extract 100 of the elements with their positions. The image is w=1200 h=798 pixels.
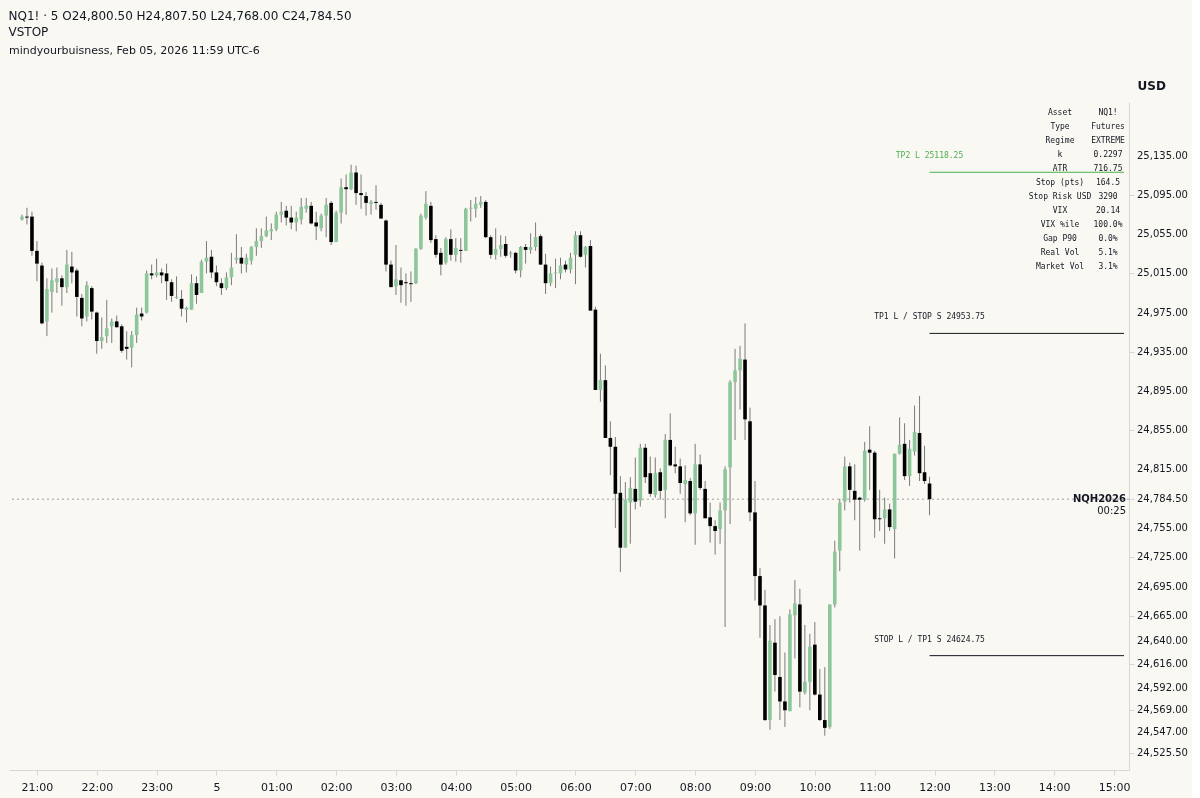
y-tick-label: 24,895.00 — [1137, 384, 1188, 396]
x-tick-label: 04:00 — [440, 780, 473, 794]
annotation: Asset — [1047, 108, 1073, 117]
y-tick-label: 25,015.00 — [1137, 267, 1188, 279]
annotation: Real Vol — [1040, 248, 1080, 257]
candlestick — [458, 237, 463, 264]
text: mindyourbuisness, Feb 05, 2026 11:59 UTC-6 — [9, 44, 260, 57]
y-tick-label: 24,640.00 — [1137, 634, 1188, 646]
candlestick — [104, 299, 109, 344]
x-tick-label: 23:00 — [141, 780, 173, 794]
y-tick-label: 24,592.00 — [1137, 681, 1188, 693]
y-tick-label: 25,055.00 — [1137, 228, 1188, 240]
x-tick-label: 01:00 — [260, 780, 293, 794]
candlestick — [718, 502, 722, 545]
annotation: 3290 — [1098, 192, 1118, 201]
annotation: NQ1! — [1098, 108, 1118, 117]
x-tick-label: 14:00 — [1038, 780, 1071, 794]
ref-line-label: STOP L / TP1 S 24624.75 — [874, 634, 986, 644]
candlestick — [389, 260, 393, 288]
y-tick-label: 24,695.00 — [1137, 580, 1188, 592]
annotation: 5.1% — [1098, 248, 1118, 257]
annotation: 20.14 — [1095, 206, 1121, 215]
candlestick — [284, 205, 289, 226]
x-tick-label: 10:00 — [799, 780, 832, 794]
annotation: 100.0% — [1093, 220, 1123, 229]
candlestick — [409, 270, 413, 303]
candlestick — [364, 191, 368, 217]
annotation: VIX — [1052, 206, 1068, 215]
candlestick — [109, 317, 114, 344]
candlestick — [359, 173, 363, 210]
candlestick — [783, 651, 787, 728]
candlestick — [698, 454, 702, 491]
candlestick — [344, 173, 348, 216]
candlestick — [35, 240, 39, 282]
x-tick-label: 21:00 — [21, 780, 54, 794]
y-tick-label: 24,725.00 — [1137, 551, 1188, 563]
y-tick-label: 24,784.50 — [1137, 493, 1188, 505]
y-tick-label: 25,095.00 — [1137, 189, 1188, 201]
candlestick — [678, 458, 682, 495]
y-tick-label: 24,547.00 — [1137, 725, 1188, 737]
annotation: EXTREME — [1091, 136, 1126, 145]
annotation: 0.0% — [1098, 234, 1118, 243]
candlestick — [80, 293, 84, 327]
candlestick — [454, 237, 458, 263]
x-tick-label: 12:00 — [919, 780, 951, 794]
ref-line-label: TP1 L / STOP S 24953.75 — [874, 312, 986, 322]
annotation: Regime — [1045, 136, 1075, 145]
candlestick — [444, 236, 448, 266]
candlestick — [803, 624, 807, 696]
annotation: 0.2297 — [1093, 150, 1123, 159]
candlestick — [733, 348, 737, 441]
annotation: Stop (pts) — [1035, 178, 1085, 187]
candlestick — [394, 244, 398, 296]
candlestick — [20, 214, 24, 222]
annotation: k — [1057, 150, 1063, 159]
candlestick — [354, 165, 358, 206]
x-tick-label: 07:00 — [619, 780, 652, 794]
annotation: 716.75 — [1093, 164, 1123, 173]
annotation: 164.5 — [1095, 178, 1121, 187]
x-tick-label: 22:00 — [81, 780, 114, 794]
x-tick-label: 15:00 — [1098, 780, 1131, 794]
annotation: Type — [1050, 122, 1070, 131]
candlestick — [488, 234, 493, 260]
candlestick — [324, 197, 328, 238]
y-tick-label: 25,135.00 — [1137, 149, 1188, 161]
candlestick — [449, 228, 453, 262]
candlestick — [89, 285, 94, 320]
candlestick — [683, 464, 687, 523]
candlestick — [738, 345, 742, 411]
y-axis-title: USD — [1137, 78, 1166, 93]
candlestick — [823, 666, 827, 737]
candlestick — [369, 199, 373, 216]
x-tick-label: 11:00 — [859, 780, 892, 794]
chart-title: NQ1! · 5 O24,800.50 H24,807.50 L24,768.00 C24,784.50 — [8, 9, 352, 23]
x-tick-label: 09:00 — [739, 780, 772, 794]
y-tick-label: 24,665.00 — [1137, 610, 1188, 622]
y-tick-label: 24,569.00 — [1137, 704, 1188, 716]
candlestick — [65, 249, 69, 294]
x-tick-label: 5 — [213, 780, 221, 794]
annotation: Futures — [1091, 122, 1126, 131]
candlestick — [349, 164, 353, 191]
candlestick — [653, 457, 658, 499]
annotation: Stop Risk USD — [1028, 192, 1092, 201]
x-tick-label: 08:00 — [679, 780, 712, 794]
y-tick-label: 24,975.00 — [1137, 306, 1188, 318]
x-tick-label: 13:00 — [979, 780, 1011, 794]
candlestick — [374, 184, 378, 211]
y-tick-label: 24,755.00 — [1137, 522, 1188, 534]
y-tick-label: 24,935.00 — [1137, 345, 1188, 357]
annotation: Gap P90 — [1043, 234, 1078, 243]
annotation: Market Vol — [1035, 262, 1085, 271]
y-tick-label: 24,616.00 — [1137, 658, 1188, 670]
x-tick-label: 06:00 — [560, 780, 592, 794]
ref-line-label: NQH2026 — [1072, 493, 1127, 505]
annotation: 3.1% — [1098, 262, 1118, 271]
candlestick — [99, 316, 104, 350]
y-tick-label: 24,525.50 — [1137, 746, 1188, 758]
ref-line-label: TP2 L 25118.25 — [895, 151, 964, 161]
x-tick-label: 05:00 — [500, 780, 532, 794]
x-tick-label: 02:00 — [320, 780, 353, 794]
